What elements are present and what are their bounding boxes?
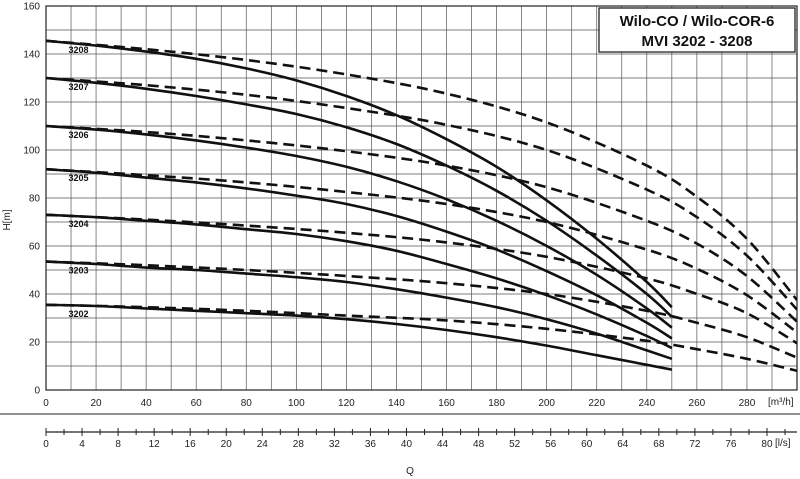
x2-tick-label: 36 [365,439,377,450]
x2-tick-label: 28 [293,439,305,450]
curves [46,39,797,373]
x2-tick-label: 52 [509,439,521,450]
curve-label-3204: 3204 [69,219,89,229]
x2-tick-label: 48 [473,439,485,450]
x-tick-label: 240 [638,398,655,409]
x-tick-label: 60 [191,398,203,409]
x2-tick-label: 44 [437,439,449,450]
x-tick-label: 20 [91,398,103,409]
x2-tick-label: 16 [185,439,197,450]
x2-unit-label: [l/s] [775,438,791,449]
solid-curve-3205 [46,167,673,340]
x2-tick-label: 12 [149,439,161,450]
x2-tick-label: 8 [115,439,121,450]
solid-curve-3203 [46,260,673,361]
y-tick-label: 60 [29,242,41,253]
solid-curve-3206 [46,124,673,329]
grid [45,5,798,391]
dashed-curve-3205 [46,167,797,334]
x-axis-title: Q [406,466,414,477]
y-axis-title: H[m] [2,209,13,230]
curve-label-3206: 3206 [69,130,89,140]
dashed-curve-3204 [46,213,797,345]
x-tick-label: 40 [141,398,153,409]
curve-label-3208: 3208 [69,45,89,55]
x2-tick-label: 60 [581,439,593,450]
title-line-1: Wilo-CO / Wilo-COR-6 [620,13,775,30]
x-tick-label: 180 [488,398,505,409]
x2-tick-label: 68 [653,439,665,450]
x-tick-label: 120 [338,398,355,409]
y-tick-label: 20 [29,338,41,349]
y-tick-label: 140 [23,50,40,61]
x2-tick-label: 40 [401,439,413,450]
title-box: Wilo-CO / Wilo-COR-6 MVI 3202 - 3208 [598,7,796,53]
curve-labels: 3202 3203 3204 3205 3206 3207 3208 [69,45,89,319]
x2-tick-label: 4 [79,439,85,450]
x-tick-label: 200 [538,398,555,409]
x2-tick-label: 72 [689,439,701,450]
curve-label-3202: 3202 [69,309,89,319]
x-unit-label: [m³/h] [768,397,794,408]
x2-tick-label: 0 [43,439,49,450]
x2-tick-label: 76 [725,439,737,450]
x2-tick-label: 80 [761,439,773,450]
x2-tick-label: 20 [221,439,233,450]
x-tick-label: 80 [241,398,253,409]
y-tick-label: 120 [23,98,40,109]
y-tick-label: 0 [34,386,40,397]
curve-label-3205: 3205 [69,173,89,183]
dashed-curve-3206 [46,124,797,323]
y-tick-label: 40 [29,290,41,301]
dashed-curve-3203 [46,260,797,359]
x-tick-label: 140 [388,398,405,409]
x-tick-label: 100 [288,398,305,409]
x-tick-label: 260 [689,398,706,409]
dashed-curve-3208 [46,39,797,301]
solid-curve-3202 [46,303,673,371]
solid-curve-3208 [46,39,673,309]
plot-frame [45,5,798,391]
x2-tick-label: 64 [617,439,629,450]
x-tick-label: 0 [43,398,49,409]
x-tick-label: 280 [739,398,756,409]
x2-tick-label: 24 [257,439,269,450]
x-tick-label: 220 [588,398,605,409]
title-line-2: MVI 3202 - 3208 [642,33,753,50]
y-tick-label: 160 [23,2,40,13]
curve-label-3207: 3207 [69,82,89,92]
x2-tick-label: 32 [329,439,341,450]
title-box-frame [598,7,796,53]
dashed-curve-3207 [46,76,797,311]
x2-tick-label: 56 [545,439,557,450]
y-tick-label: 80 [29,194,41,205]
solid-curve-3207 [46,76,673,318]
y-tick-label: 100 [23,146,40,157]
curve-label-3203: 3203 [69,266,89,276]
x-tick-label: 160 [438,398,455,409]
dashed-curve-3202 [46,303,797,373]
solid-curve-3204 [46,213,673,350]
